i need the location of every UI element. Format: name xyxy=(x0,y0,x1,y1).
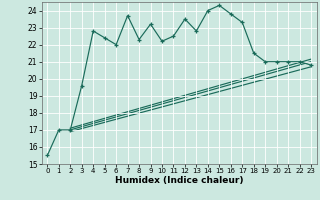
X-axis label: Humidex (Indice chaleur): Humidex (Indice chaleur) xyxy=(115,176,244,185)
